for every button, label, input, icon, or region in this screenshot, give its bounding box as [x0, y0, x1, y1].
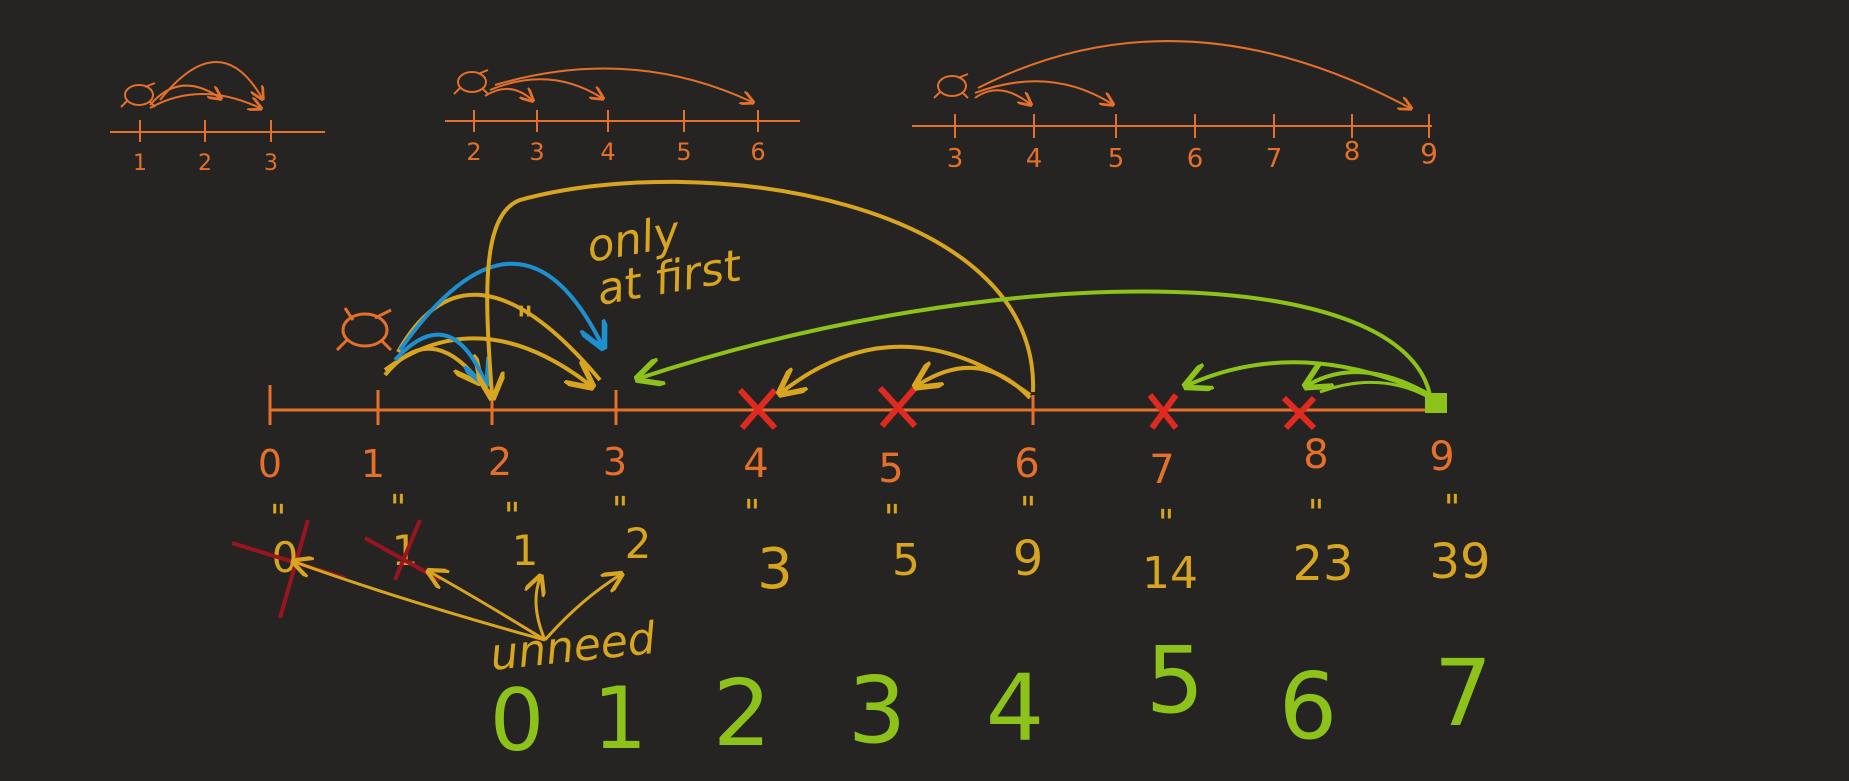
tick-label: 8 [1344, 137, 1361, 167]
tick-label: 9 [1420, 137, 1438, 170]
ditto-mark: " [1158, 503, 1175, 544]
frog-icon [453, 69, 489, 95]
tick-label: 3 [947, 144, 964, 174]
tick-label: 1 [133, 151, 147, 176]
ways-count: 5 [892, 535, 920, 586]
ways-count: 1 [512, 526, 539, 575]
cross-mark [1147, 393, 1179, 430]
tick-label: 6 [1187, 144, 1204, 174]
ditto-mark: " [390, 488, 407, 529]
tick-label: 4 [743, 441, 768, 487]
tick-label: 2 [198, 151, 212, 176]
main-number-line: 0 1 2 3 4 5 6 7 8 9 [258, 307, 1455, 493]
ditto-mark: " [516, 299, 534, 345]
small-number-line-1: 1 2 3 [110, 61, 325, 176]
index-number: 4 [986, 655, 1045, 762]
tick-label: 5 [878, 446, 903, 492]
tick-label: 4 [600, 138, 615, 166]
tick-label: 5 [676, 138, 691, 166]
frog-icon [335, 307, 393, 352]
ditto-mark: " [744, 493, 761, 534]
index-number: 3 [848, 657, 907, 764]
ways-row: " " " " " " " " " " 0 1 1 2 3 5 9 14 23 … [231, 488, 1491, 619]
tick-label: 1 [361, 442, 385, 486]
index-number: 5 [1146, 627, 1205, 734]
ditto-mark: " [270, 498, 287, 539]
tick-label: 7 [1266, 144, 1283, 174]
index-number: 0 [490, 671, 545, 771]
tick-label: 3 [264, 151, 278, 176]
index-number: 7 [1434, 640, 1493, 747]
index-number: 2 [713, 660, 772, 767]
endpoint-marker [1425, 393, 1447, 413]
annotation-only-at-first: only at first [583, 206, 746, 316]
ditto-mark: " [884, 498, 901, 539]
tick-label: 2 [466, 138, 481, 166]
ditto-mark: " [1020, 490, 1037, 531]
ways-count: 23 [1292, 536, 1353, 592]
ditto-mark: " [612, 490, 629, 531]
tick-label: 5 [1108, 144, 1125, 174]
ways-count: 39 [1429, 534, 1490, 590]
cross-mark [877, 385, 918, 429]
tick-label: 2 [488, 440, 512, 484]
tick-label: 7 [1149, 447, 1174, 493]
tick-label: 8 [1303, 432, 1328, 478]
index-number: 6 [1279, 653, 1338, 760]
frog-icon [933, 73, 969, 99]
tick-label: 3 [529, 138, 544, 166]
small-number-line-3: 3 4 5 6 7 8 9 [912, 40, 1438, 174]
ways-count: 2 [625, 519, 652, 568]
cross-mark [1281, 395, 1317, 431]
annotation-unneed: unneed [295, 562, 659, 681]
ditto-mark: " [1444, 488, 1461, 529]
ways-count: 14 [1142, 548, 1198, 599]
tick-label: 6 [750, 138, 765, 166]
ditto-mark: " [1308, 493, 1325, 534]
ways-count: 3 [757, 537, 793, 602]
jump-arcs [383, 179, 1432, 398]
tick-label: 3 [603, 440, 627, 484]
small-number-line-2: 2 3 4 5 6 [445, 67, 800, 166]
index-number: 1 [593, 669, 648, 769]
ditto-mark: " [504, 496, 521, 537]
frog-icon [120, 82, 156, 108]
tick-label: 4 [1026, 144, 1043, 174]
tick-label: 0 [258, 442, 282, 486]
bottom-index-row: 0 1 2 3 4 5 6 7 [490, 627, 1493, 771]
ways-count: 9 [1013, 531, 1044, 587]
tick-label: 9 [1429, 434, 1454, 480]
cross-mark [737, 387, 778, 431]
tick-label: 6 [1014, 441, 1039, 487]
